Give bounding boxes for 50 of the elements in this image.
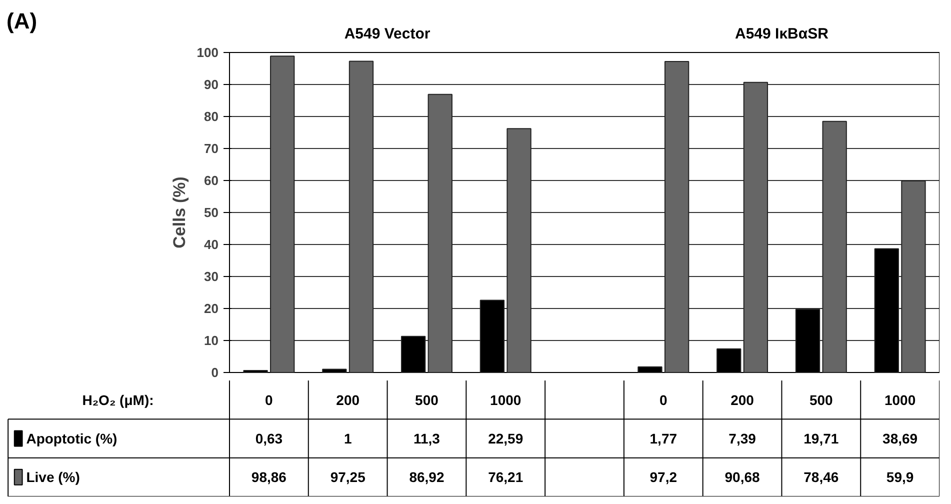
y-tick-label: 0	[211, 365, 219, 380]
data-label: 59,9	[886, 469, 914, 486]
bar	[901, 180, 926, 373]
y-tick-label: 50	[204, 205, 219, 220]
bar	[822, 120, 847, 373]
data-label: 0,63	[255, 430, 283, 446]
x-tick-label: 0	[265, 392, 274, 408]
y-axis-title: Cells (%)	[170, 176, 189, 248]
data-label: 97,25	[330, 469, 366, 486]
y-tick-label: 20	[204, 301, 219, 316]
legend-label: Live (%)	[26, 469, 80, 486]
y-tick-label: 100	[196, 45, 219, 60]
bar	[428, 94, 452, 373]
y-tick-label: 80	[204, 109, 219, 124]
data-label: 86,92	[409, 469, 444, 486]
x-tick-label: 500	[415, 392, 439, 408]
data-label: 7,39	[728, 430, 756, 446]
data-label: 98,86	[251, 469, 287, 486]
x-tick-label: 200	[730, 392, 754, 408]
y-tick-label: 30	[204, 269, 219, 284]
data-label: 22,59	[488, 430, 524, 446]
text: A549 IκBαSR	[734, 26, 829, 42]
bar	[348, 60, 374, 373]
x-tick-label: 200	[336, 392, 360, 408]
x-tick-label: 500	[809, 392, 834, 408]
data-label: 97,2	[650, 469, 678, 486]
text: (A)	[6, 8, 38, 34]
bar	[506, 128, 532, 373]
x-tick-label: 1000	[490, 392, 522, 408]
bar	[270, 56, 295, 373]
data-label: 1	[344, 430, 352, 446]
data-label: 1,77	[650, 430, 678, 446]
y-tick-label: 70	[204, 141, 219, 156]
data-label: 78,46	[804, 469, 839, 486]
data-label: 90,68	[724, 469, 760, 486]
x-axis-title: H₂O₂ (μM):	[82, 392, 154, 408]
y-tick-label: 10	[204, 333, 219, 348]
bar	[664, 60, 690, 373]
data-label: 76,21	[488, 469, 524, 486]
y-tick-label: 60	[204, 173, 219, 188]
data-label: 38,69	[882, 430, 918, 446]
bar	[743, 82, 768, 373]
data-label: 11,3	[413, 430, 440, 446]
legend-label: Apoptotic (%)	[26, 430, 118, 446]
data-label: 19,71	[804, 430, 839, 446]
y-tick-label: 40	[204, 237, 219, 252]
y-tick-label: 90	[204, 77, 219, 92]
x-tick-label: 0	[659, 392, 668, 408]
x-tick-label: 1000	[884, 392, 916, 408]
text: A549 Vector	[344, 26, 430, 42]
